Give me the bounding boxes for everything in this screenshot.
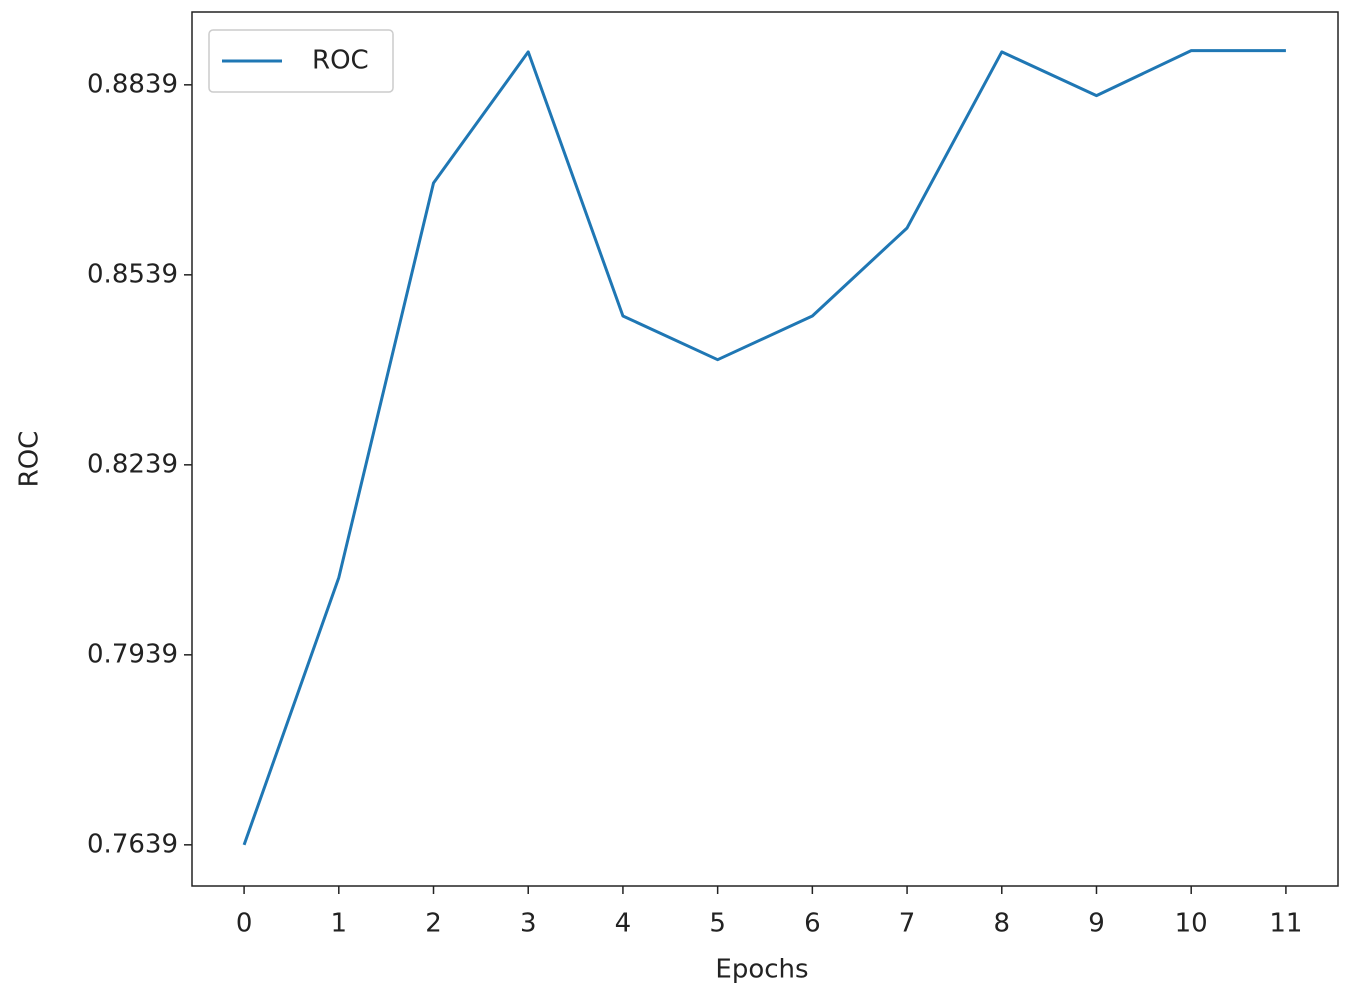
x-tick-label: 1: [331, 909, 348, 939]
x-axis-label: Epochs: [715, 955, 808, 985]
y-tick-label: 0.8539: [87, 259, 178, 289]
y-axis-label: ROC: [15, 431, 45, 488]
x-tick-label: 11: [1269, 909, 1302, 939]
x-tick-label: 6: [804, 909, 821, 939]
plot-frame: [191, 11, 1339, 887]
x-tick-label: 0: [236, 909, 253, 939]
x-tick-label: 10: [1175, 909, 1208, 939]
x-tick-label: 2: [425, 909, 442, 939]
legend-label: ROC: [312, 46, 369, 76]
x-tick-label: 5: [709, 909, 726, 939]
x-tick-label: 7: [899, 909, 916, 939]
x-tick-label: 3: [520, 909, 537, 939]
legend-box: [208, 29, 394, 93]
x-tick-label: 9: [1088, 909, 1105, 939]
x-tick-label: 8: [994, 909, 1011, 939]
y-tick-label: 0.7639: [87, 829, 178, 859]
y-tick-label: 0.7939: [87, 639, 178, 669]
y-tick-label: 0.8839: [87, 69, 178, 99]
x-tick-label: 4: [615, 909, 632, 939]
y-tick-label: 0.8239: [87, 449, 178, 479]
line-series: [242, 49, 1286, 846]
